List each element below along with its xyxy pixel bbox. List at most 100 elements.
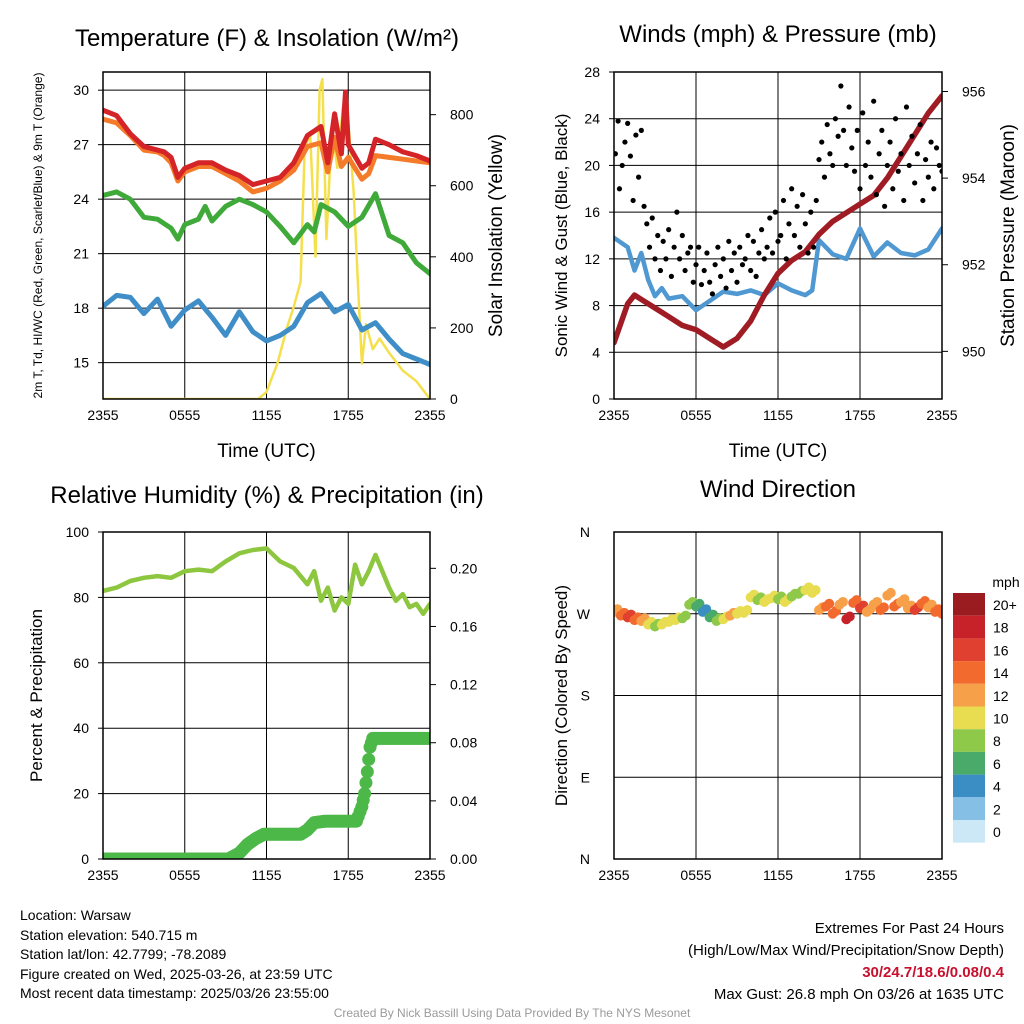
- gust-point: [750, 238, 757, 244]
- y-tick-label: 24: [584, 111, 600, 127]
- gust-point: [753, 273, 759, 279]
- gust-point: [783, 256, 789, 262]
- gust-point: [873, 192, 880, 198]
- y-tick-label: 20: [584, 157, 600, 173]
- gust-point: [709, 291, 716, 297]
- y-right-tick-label: 950: [962, 343, 986, 359]
- y-right-tick-label: 954: [962, 170, 986, 186]
- gust-point: [627, 153, 634, 159]
- gust-point: [615, 118, 621, 124]
- legend-swatch: [953, 683, 985, 707]
- x-tick-label: 1755: [844, 867, 875, 883]
- gust-point: [813, 197, 819, 204]
- x-tick-label: 2355: [598, 407, 629, 423]
- gust-point: [657, 267, 664, 274]
- y-tick-label: E: [581, 769, 590, 785]
- y-right-tick-label: 952: [962, 257, 986, 273]
- y-tick-label: 0: [592, 391, 600, 407]
- extremes-panel: Extremes For Past 24 Hours (High/Low/Max…: [688, 918, 1004, 1006]
- gust-point: [810, 244, 817, 250]
- gust-point: [868, 174, 874, 180]
- gust-point: [761, 256, 767, 262]
- gust-point: [698, 281, 705, 288]
- gust-point: [701, 267, 707, 274]
- gust-point: [914, 151, 921, 157]
- y-tick-label: 80: [73, 589, 89, 605]
- gust-point: [663, 256, 669, 262]
- gust-point: [808, 209, 814, 215]
- gust-point: [696, 244, 702, 250]
- gust-point: [660, 238, 666, 244]
- y-tick-label: N: [580, 524, 590, 540]
- y-right-tick-label: 956: [962, 83, 986, 99]
- gust-point: [912, 180, 918, 186]
- gust-point: [625, 120, 631, 126]
- gust-point: [720, 256, 726, 262]
- direction-point: [872, 596, 883, 607]
- precip-point: [360, 765, 374, 779]
- y-right-tick-label: 400: [450, 249, 474, 265]
- gust-point: [715, 244, 721, 250]
- y-right-tick-label: 0: [450, 391, 458, 407]
- gust-point: [805, 250, 811, 256]
- legend-swatch: [953, 706, 985, 730]
- gust-point: [745, 232, 751, 239]
- gust-point: [775, 238, 781, 244]
- x-axis-label: Time (UTC): [729, 441, 828, 462]
- gust-point: [712, 262, 718, 268]
- y-tick-label: 20: [73, 786, 89, 802]
- legend-label: 8: [993, 733, 1001, 749]
- y-tick-label: 28: [584, 64, 600, 80]
- gust-point: [707, 279, 713, 285]
- plot-frame: [102, 71, 431, 400]
- y-right-tick-label: 0.20: [450, 560, 477, 576]
- gust-point: [925, 174, 931, 180]
- y-axis-label: Percent & Precipitation: [27, 609, 46, 782]
- gust-point: [892, 116, 899, 122]
- plot-area: [103, 77, 430, 399]
- y-tick-label: N: [580, 851, 590, 867]
- gust-point: [838, 83, 844, 89]
- gust-point: [931, 186, 937, 192]
- y-right-tick-label: 800: [450, 107, 474, 123]
- legend-swatch: [953, 774, 985, 798]
- legend-label: 12: [993, 688, 1009, 704]
- y-tick-label: W: [577, 606, 591, 622]
- extremes-title: Extremes For Past 24 Hours: [814, 920, 1004, 937]
- gust-point: [690, 279, 696, 285]
- series-line-green: [103, 189, 430, 277]
- location-text: Location: Warsaw: [20, 907, 131, 923]
- gust-point: [800, 192, 806, 198]
- gust-point: [824, 121, 830, 128]
- gust-point: [797, 244, 803, 250]
- y-tick-label: 30: [73, 82, 89, 98]
- gust-point: [687, 244, 694, 250]
- max-gust-text: Max Gust: 26.8 mph On 03/26 at 1635 UTC: [713, 986, 1004, 1003]
- gust-point: [742, 256, 748, 262]
- recent-data-text: Most recent data timestamp: 2025/03/26 2…: [20, 985, 329, 1001]
- y-tick-label: 40: [73, 720, 89, 736]
- gust-point: [933, 145, 940, 151]
- gust-point: [865, 139, 871, 145]
- x-tick-label: 0555: [169, 407, 200, 423]
- gust-point: [903, 104, 910, 110]
- gust-point: [616, 186, 623, 192]
- legend-label: 4: [993, 779, 1001, 795]
- gust-point: [854, 127, 860, 133]
- series-line-red: [103, 89, 430, 188]
- y-right-tick-label: 0.04: [450, 793, 477, 809]
- direction-point: [851, 595, 862, 606]
- gust-point: [906, 162, 912, 169]
- gust-point: [936, 162, 942, 169]
- y-tick-label: 100: [66, 524, 90, 540]
- gust-point: [630, 197, 636, 204]
- x-tick-label: 2355: [87, 867, 118, 883]
- gust-point: [666, 227, 672, 233]
- gust-point: [728, 267, 735, 274]
- created-text: Figure created on Wed, 2025-03-26, at 23…: [20, 965, 333, 982]
- direction-point: [837, 596, 848, 607]
- gust-point: [633, 132, 639, 138]
- direction-point: [694, 598, 705, 609]
- x-axis-label: Time (UTC): [217, 441, 316, 462]
- gust-point: [622, 139, 628, 145]
